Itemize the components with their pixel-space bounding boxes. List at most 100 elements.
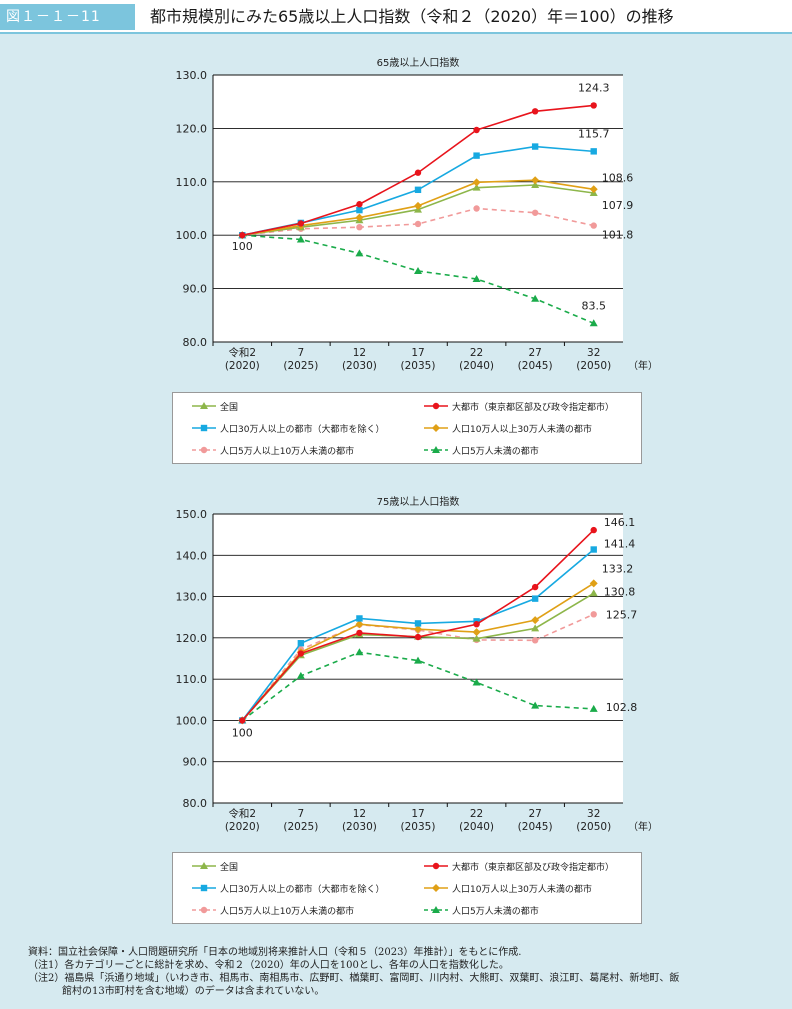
legend-75-over: 全国 大都市（東京都区部及び政令指定都市） 人口30万人以上の都市（大都市を除く） 人…	[172, 852, 642, 924]
x-tick-label: 12	[353, 347, 366, 359]
point-small	[355, 648, 364, 656]
y-tick-label: 90.0	[183, 283, 208, 296]
x-tick-label: 32	[587, 347, 600, 359]
point-small	[472, 274, 481, 282]
legend-marker	[432, 884, 440, 892]
point-pop100k	[355, 620, 364, 629]
point-pop100k	[472, 628, 481, 637]
point-large	[356, 629, 363, 637]
y-tick-label: 120.0	[176, 632, 208, 645]
point-pop50k	[590, 222, 597, 229]
legend-marker	[200, 884, 208, 892]
y-tick-label: 80.0	[183, 797, 208, 810]
data-label-large: 124.3	[578, 81, 610, 94]
legend-swatch-all	[192, 862, 216, 869]
note-1: （注1）各カテゴリーごとに総計を求め、令和２（2020）年の人口を100とし、各…	[28, 960, 509, 971]
point-large	[239, 717, 246, 724]
y-tick-label: 140.0	[176, 549, 208, 562]
y-tick-label: 110.0	[176, 176, 208, 189]
legend-item-small: 人口5万人未満の都市	[423, 901, 539, 919]
point-pop100k	[531, 616, 540, 625]
legend-marker	[432, 862, 440, 870]
point-large	[414, 633, 422, 641]
legend-swatch-pop100k	[424, 884, 448, 892]
figure-title: 都市規模別にみた65歳以上人口指数（令和２（2020）年＝100）の推移	[150, 7, 674, 26]
legend-65-over: 全国 大都市（東京都区部及び政令指定都市） 人口30万人以上の都市（大都市を除く） 人…	[172, 392, 642, 464]
data-label-all: 107.9	[602, 199, 634, 212]
point-pop50k	[590, 611, 597, 618]
figure-header: 図１－１－11 都市規模別にみた65歳以上人口指数（令和２（2020）年＝100…	[0, 0, 792, 34]
note-2: （注2）福島県「浜通り地域」（いわき市、相馬市、南相馬市、広野町、楢葉町、富岡町…	[28, 973, 680, 984]
legend-label: 人口30万人以上の都市（大都市を除く）	[220, 424, 385, 435]
point-pop300k	[590, 546, 597, 553]
legend-marker	[200, 862, 208, 869]
data-label-all: 130.8	[604, 585, 636, 598]
point-small	[589, 319, 598, 327]
legend-marker	[432, 402, 440, 410]
point-pop300k	[297, 640, 305, 647]
point-pop300k	[531, 595, 539, 602]
y-tick-label: 100.0	[176, 229, 208, 242]
point-large	[590, 526, 597, 534]
legend-item-pop300k: 人口30万人以上の都市（大都市を除く）	[191, 419, 384, 437]
legend-label: 人口5万人以上10万人未満の都市	[220, 446, 355, 457]
point-all	[472, 634, 481, 642]
legend-item-pop300k: 人口30万人以上の都市（大都市を除く）	[191, 879, 384, 897]
point-small	[296, 235, 305, 243]
x-unit-label: （年）	[628, 820, 658, 833]
legend-item-small: 人口5万人未満の都市	[423, 441, 539, 459]
point-large	[590, 102, 597, 109]
point-pop100k	[355, 213, 364, 222]
legend-swatch-pop50k	[192, 446, 216, 454]
legend-label: 全国	[220, 862, 239, 873]
x-tick-year: (2040)	[459, 821, 494, 833]
legend-marker	[432, 424, 440, 432]
x-tick-year: (2030)	[342, 821, 377, 833]
point-large	[473, 126, 480, 134]
legend-swatch-small	[424, 446, 448, 453]
chart-title: 75歳以上人口指数	[377, 495, 460, 508]
point-large	[297, 650, 305, 657]
point-all	[472, 183, 481, 191]
point-large	[531, 108, 539, 115]
point-pop50k	[531, 637, 539, 644]
legend-marker	[200, 424, 208, 432]
point-pop50k	[414, 220, 422, 228]
legend-swatch-all	[192, 402, 216, 409]
point-pop100k	[531, 176, 540, 185]
x-tick-label: 27	[528, 347, 541, 359]
data-label-pop100k: 133.2	[602, 562, 634, 575]
legend-label: 人口5万人以上10万人未満の都市	[220, 906, 355, 917]
chart-75-over: 75歳以上人口指数 80.0 90.0 100.0 110.0 120.0 130.0 140…	[176, 495, 659, 833]
x-tick-label: 22	[470, 347, 483, 359]
header-rule	[0, 32, 792, 34]
point-large	[297, 220, 305, 227]
point-pop50k	[531, 209, 539, 216]
data-label-pop100k: 108.6	[602, 171, 634, 184]
data-label-large: 146.1	[604, 516, 636, 529]
data-label-pop50k: 125.7	[606, 608, 638, 621]
data-label-base: 100	[232, 240, 253, 253]
x-tick-year: (2020)	[225, 360, 260, 372]
notes: 資料：国立社会保障・人口問題研究所「日本の地域別将来推計人口（令和５（2023）…	[28, 946, 788, 998]
point-large	[414, 169, 422, 176]
y-tick-label: 130.0	[176, 591, 208, 604]
legend-item-large: 大都市（東京都区部及び政令指定都市）	[423, 857, 614, 875]
figure-id: 図１－１－11	[0, 4, 135, 30]
legend-label: 大都市（東京都区部及び政令指定都市）	[452, 402, 615, 413]
legend-swatch-large	[424, 402, 448, 410]
x-tick-year: (2030)	[342, 360, 377, 372]
data-label-pop300k: 115.7	[578, 127, 610, 140]
point-pop300k	[414, 620, 422, 627]
legend-swatch-large	[424, 862, 448, 870]
point-pop100k	[589, 185, 598, 194]
x-tick-label: 17	[411, 808, 424, 820]
y-tick-label: 130.0	[176, 69, 208, 82]
point-pop300k	[414, 186, 422, 194]
legend-swatch-pop300k	[192, 884, 216, 892]
legend-swatch-small	[424, 906, 448, 913]
x-unit-label: （年）	[628, 359, 658, 372]
legend-marker	[432, 906, 440, 913]
legend-item-pop100k: 人口10万人以上30万人未満の都市	[423, 419, 592, 437]
data-label-small: 102.8	[606, 701, 638, 714]
